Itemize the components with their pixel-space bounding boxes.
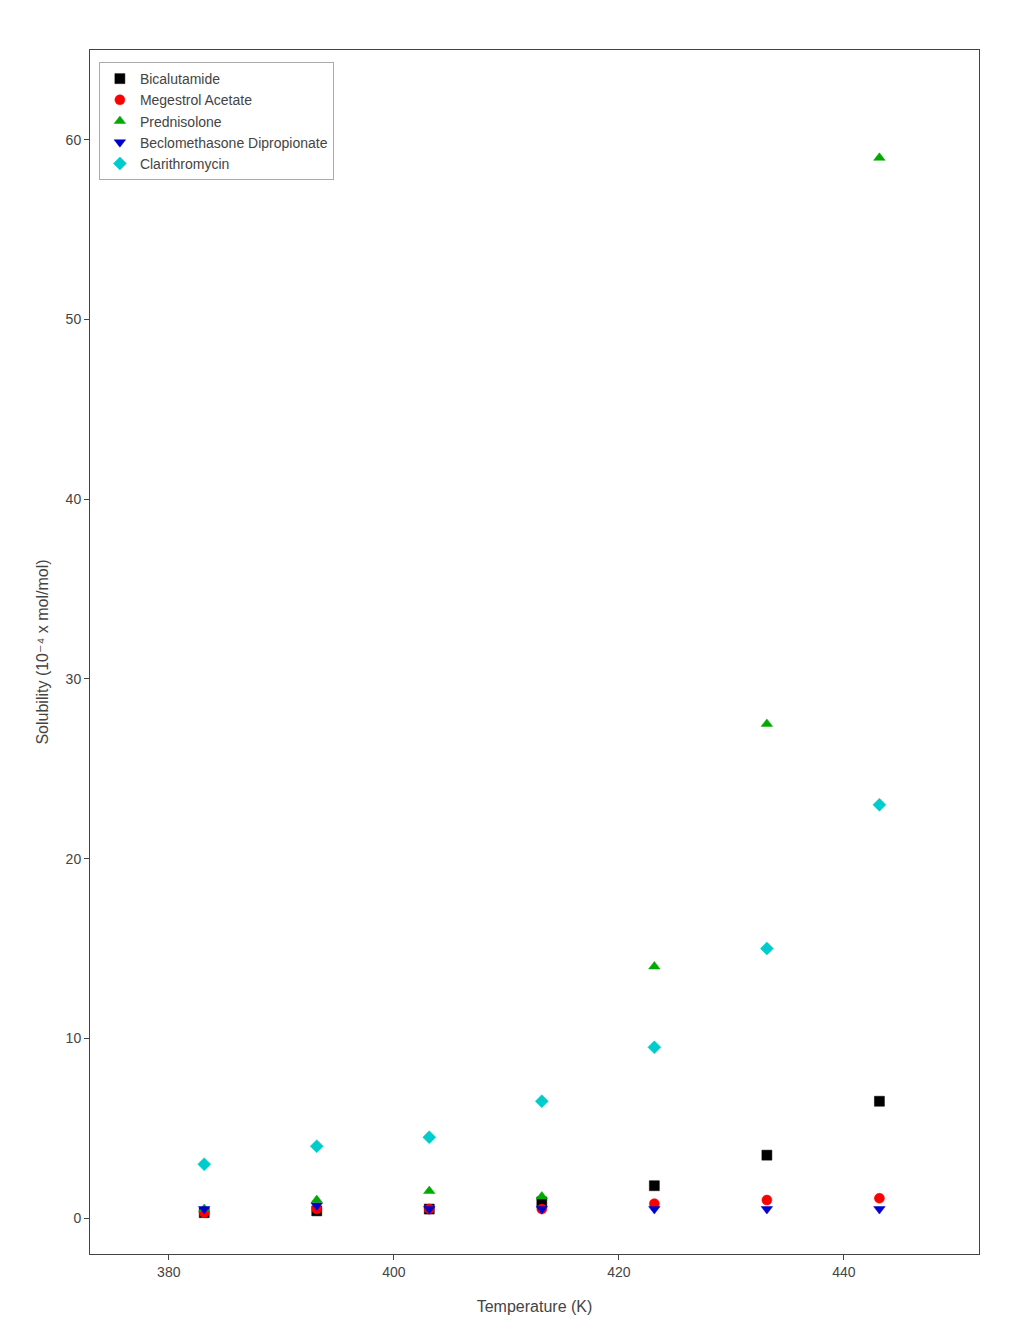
svg-text:40: 40 — [66, 491, 82, 507]
svg-text:60: 60 — [66, 132, 82, 148]
svg-text:Bicalutamide: Bicalutamide — [140, 71, 220, 87]
svg-text:50: 50 — [66, 311, 82, 327]
svg-text:400: 400 — [382, 1264, 406, 1280]
svg-text:Beclomethasone Dipropionate: Beclomethasone Dipropionate — [140, 135, 328, 151]
svg-text:380: 380 — [157, 1264, 181, 1280]
svg-text:Solubility (10⁻⁴ x mol/mol): Solubility (10⁻⁴ x mol/mol) — [34, 559, 51, 744]
svg-text:440: 440 — [832, 1264, 856, 1280]
svg-text:Temperature (K): Temperature (K) — [477, 1298, 593, 1315]
svg-text:Megestrol Acetate: Megestrol Acetate — [140, 92, 252, 108]
svg-text:0: 0 — [73, 1210, 81, 1226]
svg-text:30: 30 — [66, 671, 82, 687]
svg-text:Prednisolone: Prednisolone — [140, 114, 222, 130]
svg-text:Clarithromycin: Clarithromycin — [140, 156, 229, 172]
svg-text:420: 420 — [607, 1264, 631, 1280]
svg-text:20: 20 — [66, 851, 82, 867]
svg-text:10: 10 — [66, 1030, 82, 1046]
